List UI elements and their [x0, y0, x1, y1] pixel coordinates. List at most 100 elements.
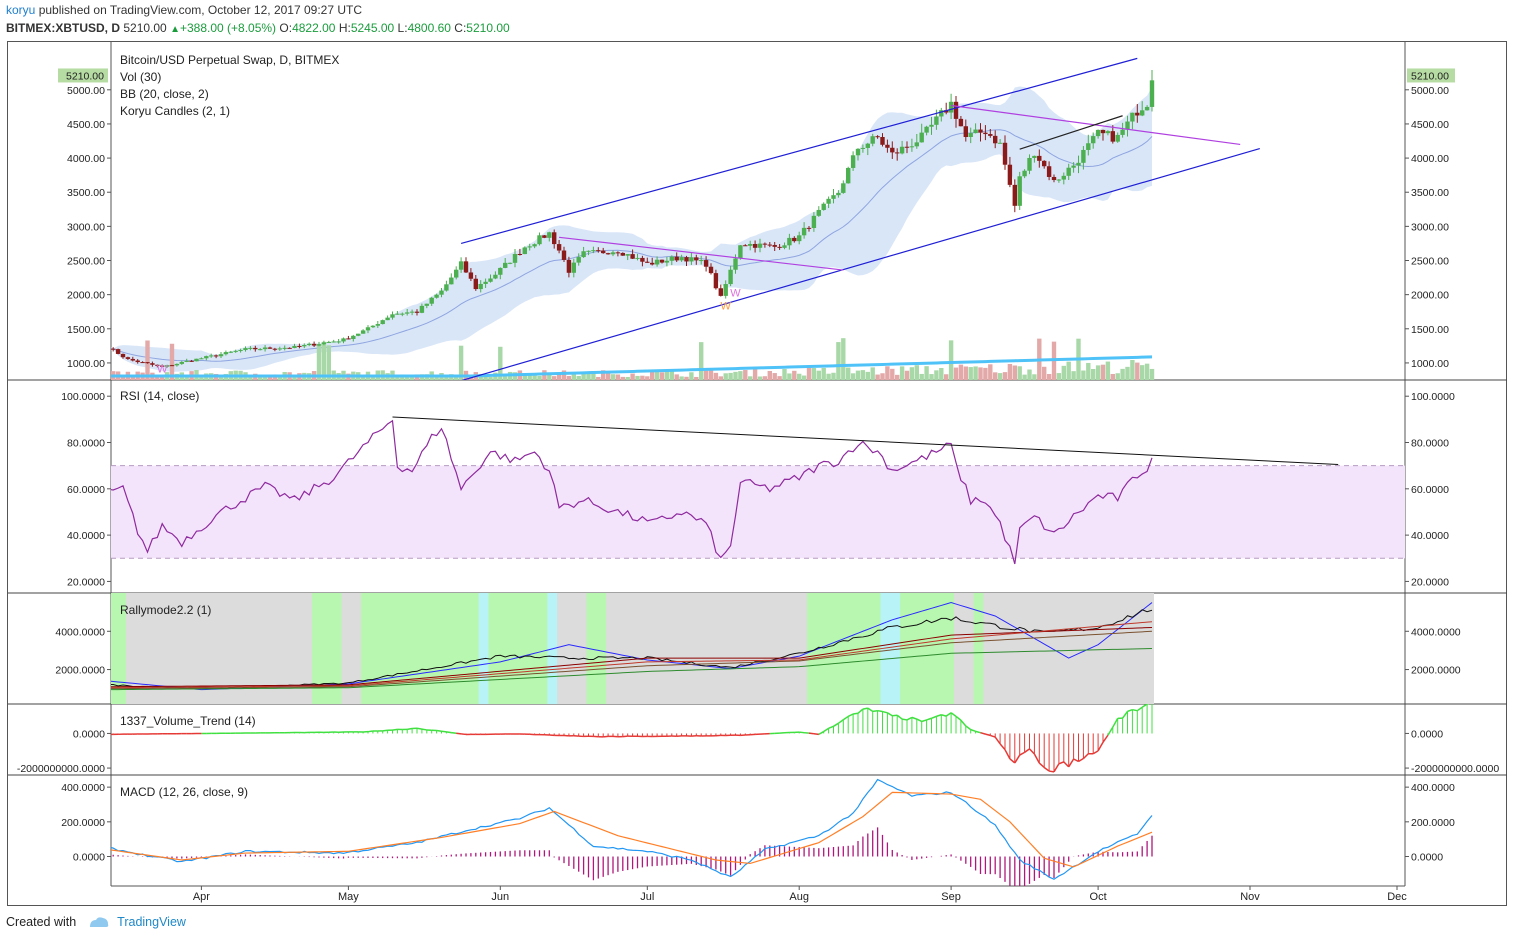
price-tick-right: 5000.00: [1411, 85, 1449, 97]
candle-body: [983, 132, 988, 135]
candle-body: [1007, 164, 1013, 185]
price-tick-right: 4000.00: [1411, 153, 1449, 165]
volume-bar: [934, 370, 939, 380]
volume-trend-line: [980, 731, 986, 735]
rsi-trend-line: [392, 416, 1339, 466]
volume-bar: [1115, 373, 1120, 380]
price-tick-left: 2000.00: [67, 290, 105, 302]
candle-body: [473, 278, 478, 290]
candle-body: [321, 342, 327, 345]
volume-bar: [1095, 365, 1101, 380]
volume-bar: [929, 374, 934, 380]
close-value: 5210.00: [466, 21, 510, 35]
volume-bar: [748, 376, 753, 380]
macd-tick-left: 200.0000: [61, 817, 105, 829]
volume-bar: [576, 375, 581, 380]
candle-body: [620, 252, 625, 256]
volume-bar: [145, 340, 150, 380]
volume-trend-line: [906, 716, 913, 721]
tradingview-link[interactable]: TradingView: [117, 915, 186, 929]
candle-body: [635, 257, 640, 259]
volume-trend-line: [896, 714, 903, 720]
candle-body: [272, 348, 278, 350]
candle-body: [811, 215, 817, 229]
volume-bar: [405, 376, 410, 380]
volume-bar: [904, 370, 910, 380]
candle-body: [405, 312, 410, 314]
candle-body: [630, 254, 635, 259]
candle-body: [243, 348, 248, 351]
volume-bar: [522, 375, 527, 380]
volume-bar: [654, 371, 660, 380]
volume-bar: [454, 375, 459, 380]
volume-bar: [983, 367, 988, 380]
rally-background-zone: [111, 593, 130, 704]
high-label: H:: [338, 21, 351, 35]
volume-bar: [797, 373, 802, 380]
candle-body: [145, 362, 150, 364]
candle-body: [601, 250, 606, 254]
volume-bar: [816, 370, 821, 380]
volume-bar: [620, 376, 625, 380]
volume-bar: [605, 371, 611, 380]
volume-bar: [978, 367, 983, 380]
candle-body: [566, 259, 572, 273]
candle-body: [454, 269, 459, 278]
candle-body: [703, 260, 709, 267]
volume-bar: [1027, 369, 1032, 380]
volume-bar: [870, 367, 875, 380]
candle-body: [890, 147, 895, 153]
volume-trend-line: [1058, 761, 1065, 765]
candle-body: [650, 262, 655, 265]
candle-body: [390, 314, 395, 318]
volume-trend-line: [847, 713, 854, 718]
candle-body: [772, 244, 777, 247]
volume-bar: [537, 375, 542, 380]
rsi-plot: [111, 416, 1405, 565]
candle-body: [194, 358, 199, 362]
volume-trend-line: [877, 709, 883, 713]
price-tick-right: 3000.00: [1411, 221, 1449, 233]
volume-bar: [106, 375, 110, 380]
author-link[interactable]: koryu: [6, 3, 36, 17]
candle-body: [287, 347, 292, 349]
channel-lower-line: [461, 147, 1260, 380]
volume-bar: [699, 342, 704, 380]
volume-bar: [860, 370, 866, 380]
volume-bar: [752, 368, 758, 380]
candle-body: [478, 283, 483, 290]
volume-bar: [552, 376, 557, 380]
volume-bar: [939, 367, 944, 380]
volume-bar: [772, 373, 777, 380]
candle-body: [419, 305, 425, 313]
volume-trend-line: [887, 712, 893, 717]
macd-tick-right: 0.0000: [1411, 852, 1443, 864]
volume-trend-line: [1132, 708, 1138, 712]
volume-trend-line: [1009, 758, 1016, 764]
volume-trend-line: [1004, 749, 1011, 760]
candle-body: [351, 335, 356, 339]
volume-bar: [395, 376, 400, 380]
last-price-label-left: 5210.00: [66, 70, 104, 82]
candle-body: [1149, 80, 1155, 107]
candle-body: [189, 360, 194, 362]
volume-trend-line: [1038, 762, 1045, 769]
publish-line: koryu published on TradingView.com, Octo…: [6, 3, 362, 17]
volume-bar: [865, 371, 870, 380]
candle-body: [1076, 162, 1081, 166]
volume-bar: [811, 368, 817, 380]
volume-trend-tick-right: -2000000000.0000: [1411, 763, 1499, 775]
candle-body: [699, 260, 704, 262]
candle-body: [821, 203, 826, 210]
rsi-tick-left: 20.0000: [67, 576, 105, 588]
volume-bar: [777, 376, 782, 380]
candle-body: [253, 347, 258, 350]
volume-trend-line: [813, 732, 819, 736]
candle-body: [816, 209, 821, 216]
candle-body: [297, 345, 302, 347]
volume-bar: [199, 376, 204, 380]
price-tick-left: 3500.00: [67, 187, 105, 199]
candle-body: [302, 345, 307, 347]
candle-body: [997, 142, 1003, 144]
